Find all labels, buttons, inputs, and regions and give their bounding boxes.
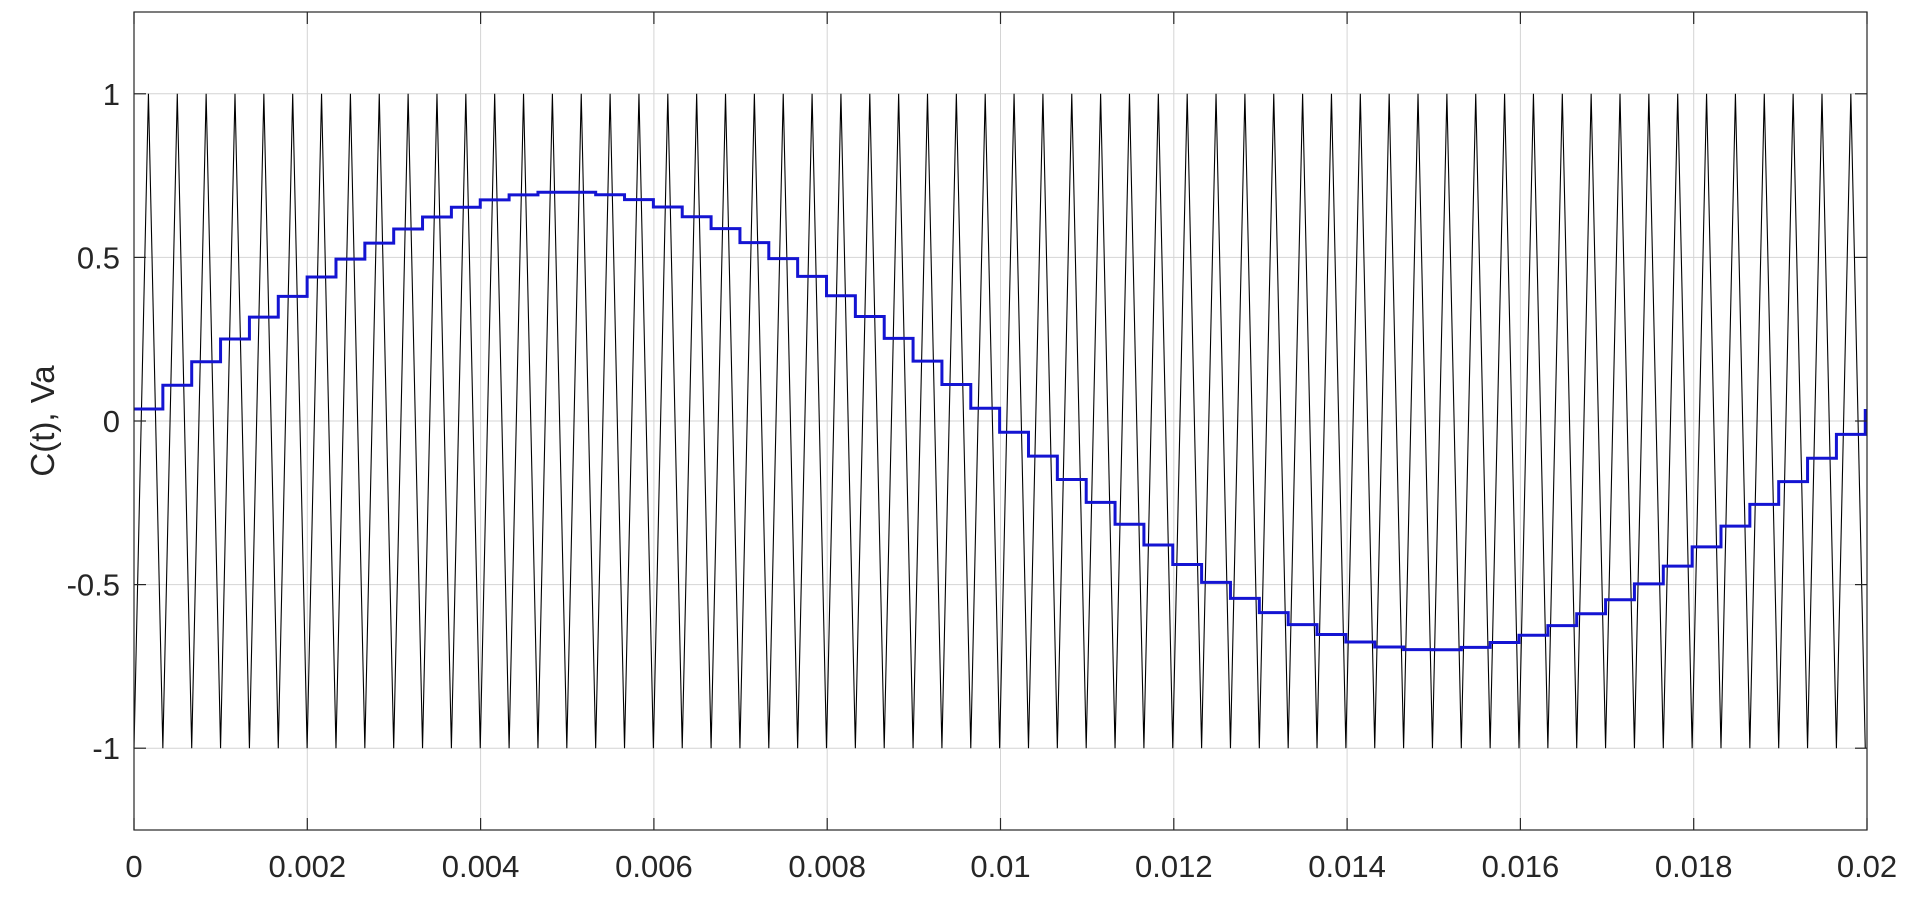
- carrier-series: [133, 93, 1866, 749]
- x-tick-label: 0.006: [615, 849, 693, 884]
- x-tick-label: 0.014: [1308, 849, 1386, 884]
- reference-series: [134, 190, 1867, 652]
- x-tick-label: 0.018: [1655, 849, 1733, 884]
- reference-line: [134, 190, 1867, 652]
- carrier-line: [133, 93, 1866, 749]
- x-tick-label: 0.012: [1135, 849, 1213, 884]
- y-tick-label: -0.5: [67, 568, 120, 603]
- x-tick-label: 0.002: [269, 849, 347, 884]
- x-tick-label: 0.01: [970, 849, 1030, 884]
- y-tick-label: 1: [103, 77, 120, 112]
- x-tick-label: 0.008: [788, 849, 866, 884]
- x-axis: 0 0.002 0.004 0.006 0.008 0.01 0.012 0.014 0.016…: [125, 12, 1897, 884]
- y-tick-label: -1: [92, 731, 120, 766]
- y-axis-label: C(t), Va: [24, 365, 61, 477]
- y-tick-label: 0: [103, 404, 120, 439]
- y-tick-label: 0.5: [77, 240, 120, 275]
- x-tick-label: 0.02: [1837, 849, 1897, 884]
- y-axis: 1 0.5 0 -0.5 -1: [67, 77, 1867, 766]
- x-tick-label: 0.004: [442, 849, 520, 884]
- x-tick-label: 0.016: [1482, 849, 1560, 884]
- x-tick-label: 0: [125, 849, 142, 884]
